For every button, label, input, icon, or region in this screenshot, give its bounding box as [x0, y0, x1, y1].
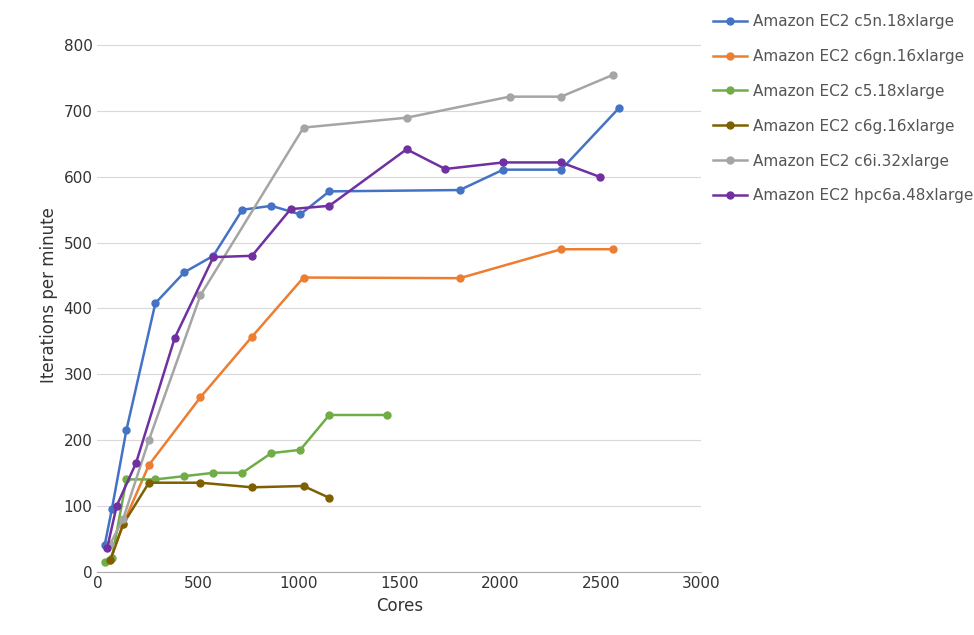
- X-axis label: Cores: Cores: [376, 597, 423, 615]
- Amazon EC2 c6g.16xlarge: [195, 479, 206, 486]
- Amazon EC2 hpc6a.48xlarge: [111, 502, 123, 509]
- Amazon EC2 c5.18xlarge: [178, 472, 190, 480]
- Amazon EC2 hpc6a.48xlarge: [498, 159, 509, 166]
- Amazon EC2 hpc6a.48xlarge: [101, 545, 113, 552]
- Line: Amazon EC2 c6g.16xlarge: Amazon EC2 c6g.16xlarge: [107, 479, 333, 564]
- Amazon EC2 c5n.18xlarge: [266, 202, 278, 210]
- Amazon EC2 c6gn.16xlarge: [246, 333, 258, 340]
- Amazon EC2 c5.18xlarge: [382, 411, 393, 419]
- Amazon EC2 c6g.16xlarge: [143, 479, 155, 486]
- Amazon EC2 c5.18xlarge: [294, 446, 306, 453]
- Amazon EC2 c6gn.16xlarge: [143, 461, 155, 469]
- Amazon EC2 c6i.32xlarge: [555, 93, 567, 100]
- Line: Amazon EC2 c6gn.16xlarge: Amazon EC2 c6gn.16xlarge: [107, 246, 617, 563]
- Amazon EC2 c6gn.16xlarge: [298, 274, 310, 281]
- Amazon EC2 hpc6a.48xlarge: [439, 165, 451, 173]
- Amazon EC2 hpc6a.48xlarge: [555, 159, 567, 166]
- Amazon EC2 c5n.18xlarge: [237, 206, 248, 213]
- Amazon EC2 c5n.18xlarge: [207, 252, 219, 260]
- Amazon EC2 hpc6a.48xlarge: [323, 202, 335, 210]
- Amazon EC2 hpc6a.48xlarge: [207, 253, 219, 261]
- Amazon EC2 hpc6a.48xlarge: [246, 252, 258, 260]
- Amazon EC2 c5n.18xlarge: [106, 505, 118, 513]
- Amazon EC2 c5n.18xlarge: [98, 542, 110, 549]
- Y-axis label: Iterations per minute: Iterations per minute: [40, 208, 58, 383]
- Amazon EC2 c5.18xlarge: [266, 450, 278, 457]
- Line: Amazon EC2 c6i.32xlarge: Amazon EC2 c6i.32xlarge: [107, 72, 617, 547]
- Legend: Amazon EC2 c5n.18xlarge, Amazon EC2 c6gn.16xlarge, Amazon EC2 c5.18xlarge, Amazo: Amazon EC2 c5n.18xlarge, Amazon EC2 c6gn…: [707, 8, 974, 210]
- Amazon EC2 c5.18xlarge: [237, 469, 248, 477]
- Amazon EC2 c6i.32xlarge: [400, 114, 412, 121]
- Amazon EC2 c6g.16xlarge: [298, 482, 310, 490]
- Amazon EC2 hpc6a.48xlarge: [400, 145, 412, 153]
- Amazon EC2 c5n.18xlarge: [454, 186, 466, 194]
- Amazon EC2 c6gn.16xlarge: [454, 274, 466, 282]
- Amazon EC2 c5n.18xlarge: [294, 211, 306, 218]
- Amazon EC2 c6i.32xlarge: [504, 93, 515, 100]
- Line: Amazon EC2 hpc6a.48xlarge: Amazon EC2 hpc6a.48xlarge: [103, 146, 603, 552]
- Amazon EC2 c5n.18xlarge: [498, 166, 509, 173]
- Amazon EC2 c5n.18xlarge: [614, 104, 625, 112]
- Amazon EC2 c5n.18xlarge: [150, 299, 162, 307]
- Amazon EC2 c6i.32xlarge: [195, 291, 206, 299]
- Amazon EC2 hpc6a.48xlarge: [131, 459, 142, 467]
- Amazon EC2 c5n.18xlarge: [121, 426, 132, 434]
- Amazon EC2 c5.18xlarge: [121, 476, 132, 483]
- Amazon EC2 c5n.18xlarge: [323, 187, 335, 195]
- Amazon EC2 c5.18xlarge: [98, 558, 110, 565]
- Amazon EC2 c6g.16xlarge: [246, 483, 258, 491]
- Amazon EC2 c6gn.16xlarge: [104, 556, 116, 563]
- Amazon EC2 c5.18xlarge: [323, 411, 335, 419]
- Amazon EC2 hpc6a.48xlarge: [169, 334, 180, 342]
- Amazon EC2 c6i.32xlarge: [607, 71, 618, 79]
- Amazon EC2 c5n.18xlarge: [555, 166, 567, 173]
- Amazon EC2 c5.18xlarge: [106, 554, 118, 562]
- Amazon EC2 c6gn.16xlarge: [607, 246, 618, 253]
- Amazon EC2 hpc6a.48xlarge: [284, 205, 296, 213]
- Amazon EC2 c6i.32xlarge: [143, 436, 155, 444]
- Amazon EC2 c6g.16xlarge: [104, 556, 116, 564]
- Amazon EC2 c6i.32xlarge: [298, 124, 310, 131]
- Amazon EC2 c5.18xlarge: [207, 469, 219, 477]
- Amazon EC2 c6gn.16xlarge: [555, 246, 567, 253]
- Amazon EC2 c6g.16xlarge: [323, 494, 335, 502]
- Amazon EC2 c6g.16xlarge: [117, 520, 129, 528]
- Amazon EC2 c6gn.16xlarge: [117, 520, 129, 528]
- Amazon EC2 c6gn.16xlarge: [195, 394, 206, 401]
- Amazon EC2 hpc6a.48xlarge: [594, 173, 606, 181]
- Line: Amazon EC2 c5.18xlarge: Amazon EC2 c5.18xlarge: [101, 411, 391, 565]
- Amazon EC2 c5.18xlarge: [150, 476, 162, 483]
- Amazon EC2 c6i.32xlarge: [117, 515, 129, 523]
- Amazon EC2 c5n.18xlarge: [178, 269, 190, 276]
- Amazon EC2 c6i.32xlarge: [104, 540, 116, 547]
- Line: Amazon EC2 c5n.18xlarge: Amazon EC2 c5n.18xlarge: [101, 104, 622, 549]
